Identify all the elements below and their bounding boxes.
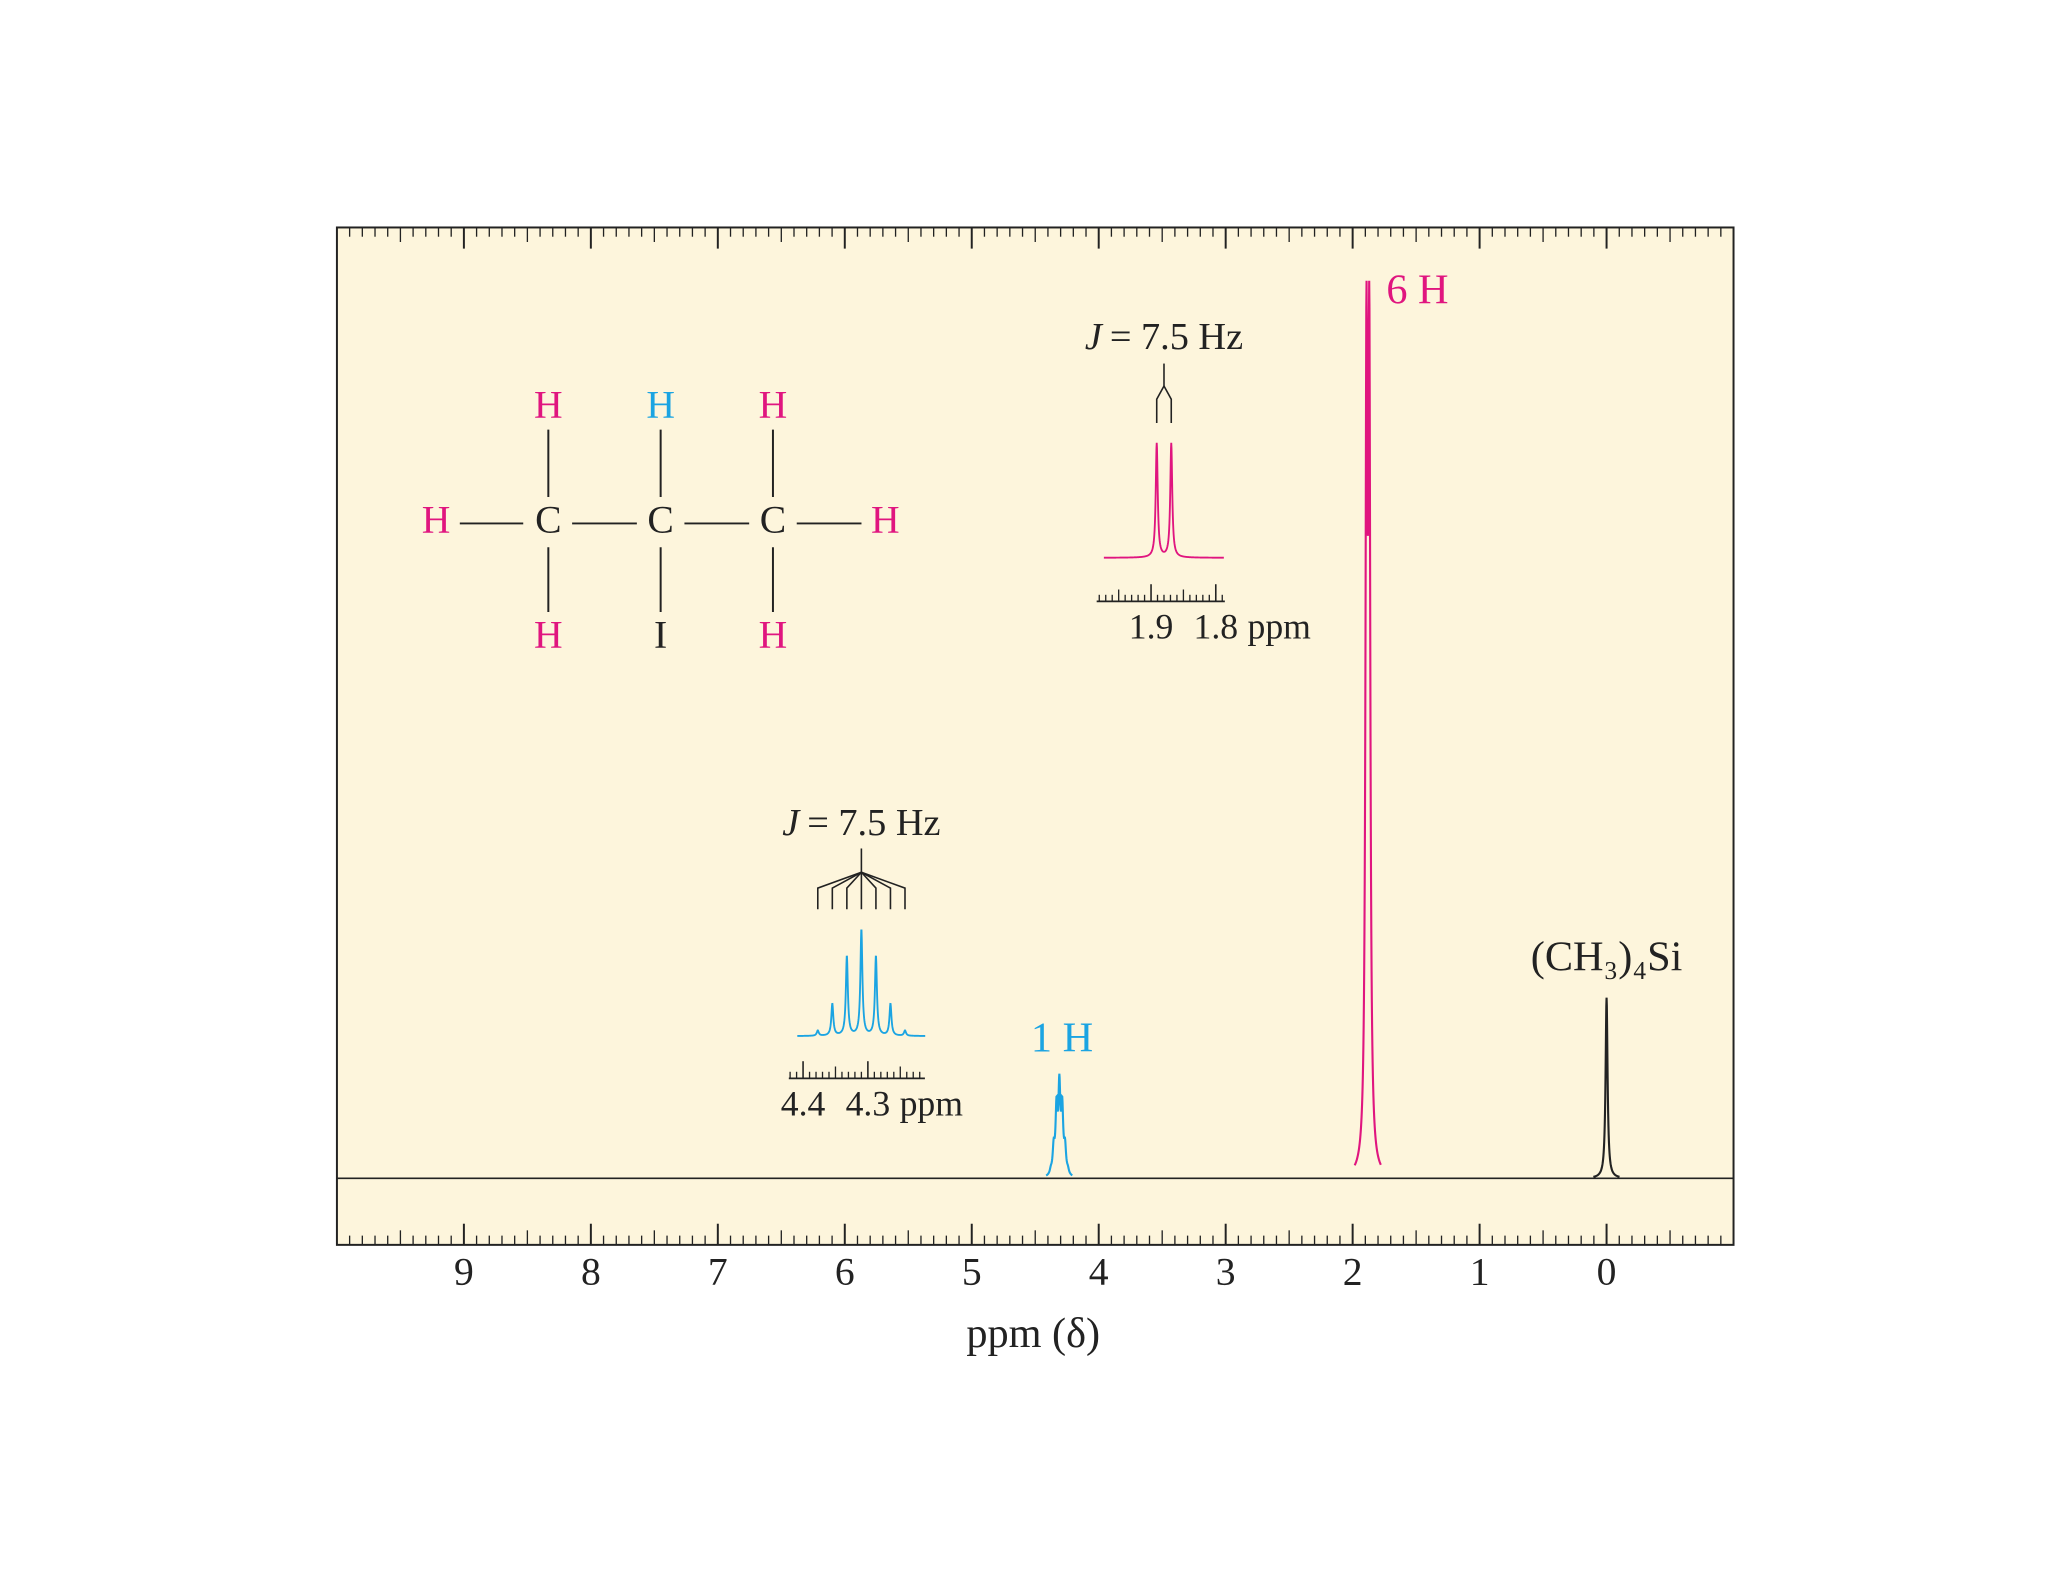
- peak-label: 6 H: [1386, 267, 1448, 314]
- splitting-tree: [846, 871, 862, 910]
- x-tick-label: 6: [835, 1249, 855, 1293]
- atom: C: [647, 498, 673, 542]
- molecule: H H H H C C C H H I H: [422, 383, 900, 657]
- peak: [1593, 997, 1620, 1178]
- atom: I: [654, 612, 667, 656]
- x-tick-label: 8: [581, 1249, 601, 1293]
- inset-peak: [797, 929, 926, 1037]
- coupling-label: J = 7.5 Hz: [782, 802, 940, 844]
- x-tick-label: 9: [454, 1249, 474, 1293]
- splitting-tree: [860, 871, 877, 910]
- atom: C: [535, 498, 561, 542]
- peak-label: (CH₃)₄Si: [1531, 933, 1683, 980]
- atom: H: [534, 612, 563, 656]
- x-axis-title: ppm (δ): [966, 1310, 1100, 1357]
- inset-unit: ppm: [900, 1084, 964, 1124]
- splitting-tree: [816, 871, 862, 910]
- peak-label: 1 H: [1031, 1015, 1093, 1062]
- atom: H: [422, 498, 451, 542]
- inset-tick-label: 1.9: [1129, 607, 1174, 647]
- x-tick-label: 1: [1470, 1249, 1490, 1293]
- coupling-text: = 7.5 Hz: [1110, 316, 1243, 358]
- inset-tick-label: 4.3: [846, 1084, 891, 1124]
- x-tick-label: 0: [1597, 1249, 1617, 1293]
- peak: [1353, 280, 1382, 1166]
- splitting-tree: [861, 871, 892, 910]
- x-tick-label: 7: [708, 1249, 728, 1293]
- peak: [1045, 1073, 1073, 1177]
- splitting-tree: [861, 871, 906, 910]
- x-tick-label: 5: [962, 1249, 982, 1293]
- plot-area: [335, 226, 1735, 1246]
- x-tick-label: 3: [1216, 1249, 1236, 1293]
- coupling-symbol: J: [1085, 316, 1104, 358]
- atom: H: [534, 383, 563, 427]
- atom: H: [759, 383, 788, 427]
- coupling-symbol: J: [782, 802, 801, 844]
- coupling-label: J = 7.5 Hz: [1085, 316, 1243, 358]
- splitting-tree: [1163, 385, 1173, 424]
- splitting-tree: [1155, 385, 1165, 424]
- inset-tick-label: 4.4: [781, 1084, 826, 1124]
- splitting-tree: [831, 871, 862, 910]
- inset-peak: [1103, 442, 1224, 559]
- x-tick-label: 2: [1343, 1249, 1363, 1293]
- atom: C: [760, 498, 786, 542]
- coupling-text: = 7.5 Hz: [807, 802, 940, 844]
- molecule-bonds: [459, 429, 862, 612]
- inset-tick-label: 1.8: [1193, 607, 1238, 647]
- inset-unit: ppm: [1247, 607, 1311, 647]
- atom: H: [759, 612, 788, 656]
- atom: H: [646, 383, 675, 427]
- x-tick-label: 4: [1089, 1249, 1109, 1293]
- atom: H: [871, 498, 900, 542]
